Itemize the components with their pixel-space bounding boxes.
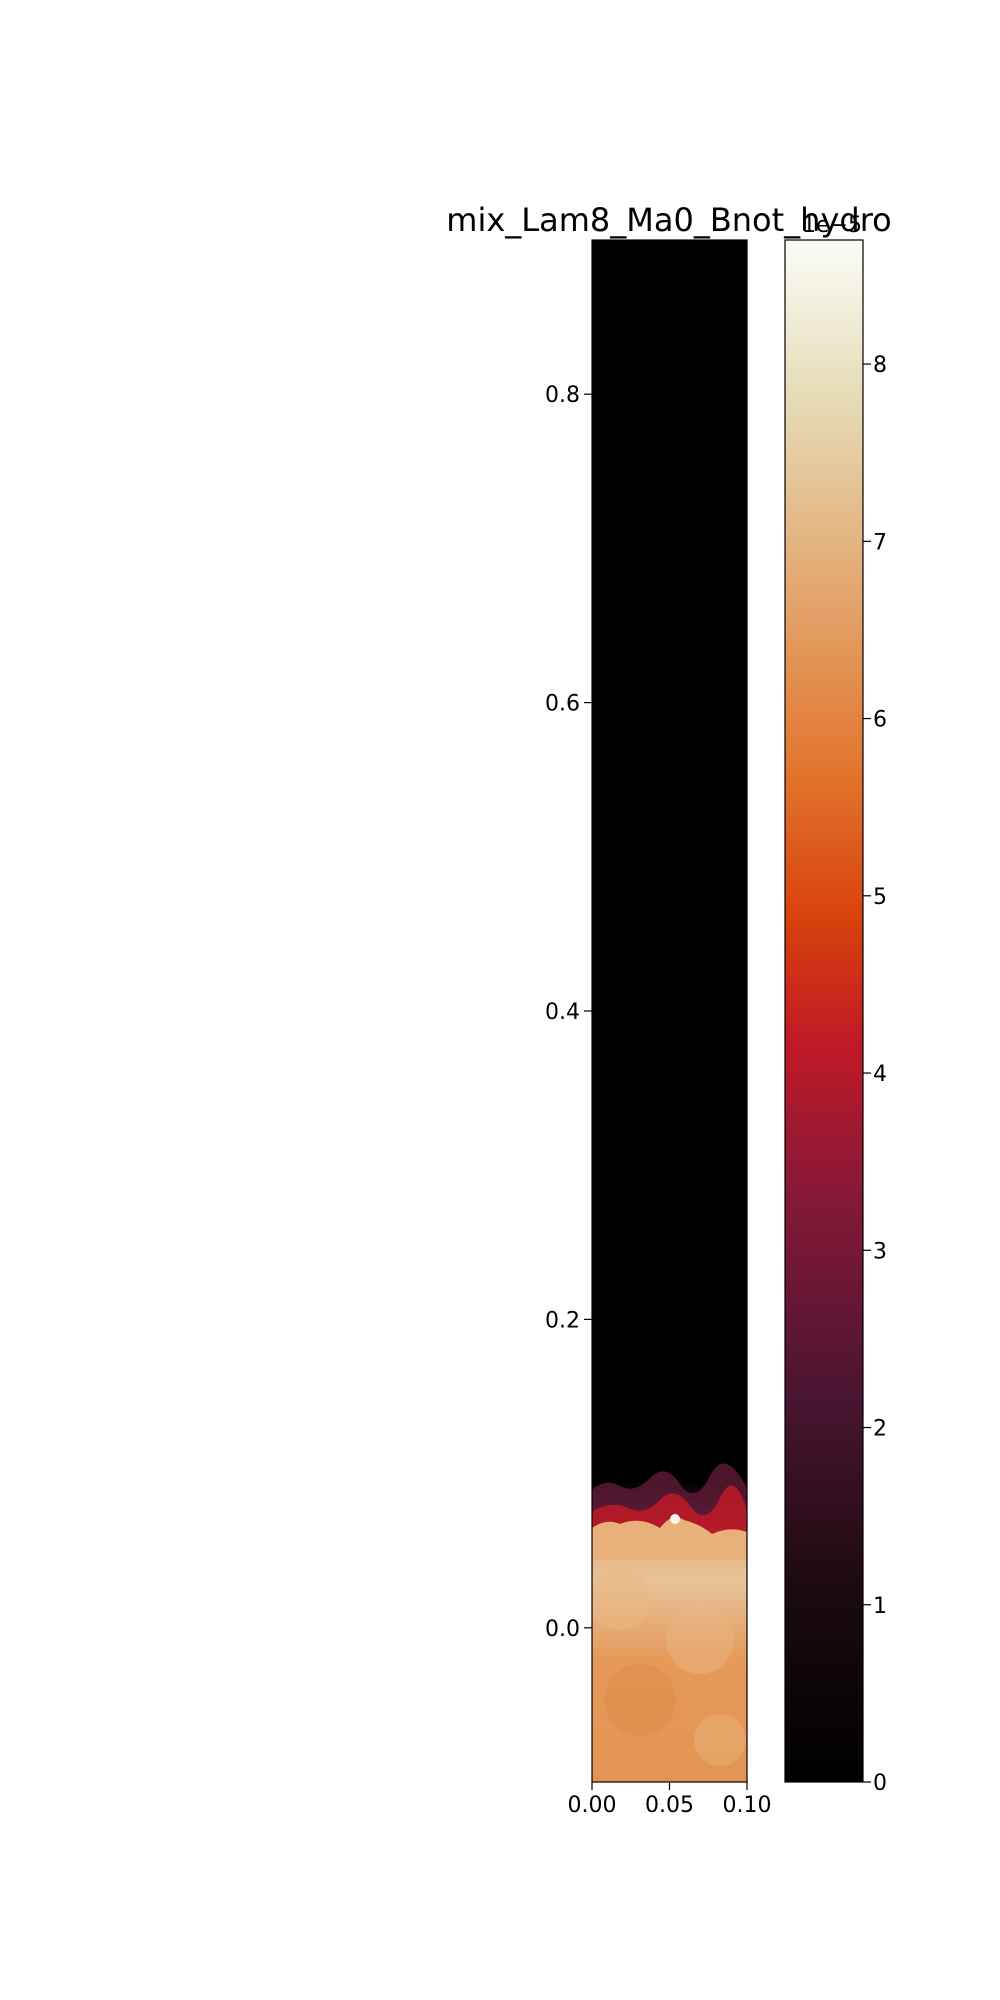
y-tick-label: 0.8 [545,383,580,408]
x-axis: 0.00 0.05 0.10 [568,1782,772,1818]
colorbar-tick-label: 8 [873,353,887,378]
y-tick-label: 0.6 [545,692,580,717]
colorbar-tick-label: 5 [873,885,887,910]
chart-title: mix_Lam8_Ma0_Bnot_hydro [446,201,891,239]
colorbar-gradient [784,239,864,1783]
y-tick-label: 0.0 [545,1617,580,1642]
colorbar: 1e−5 0 1 2 3 4 5 6 7 8 [784,213,887,1796]
y-tick-label: 0.4 [545,1000,580,1025]
colorbar-tick-label: 0 [873,1771,887,1796]
colorbar-tick-label: 2 [873,1417,887,1442]
colorbar-tick-label: 7 [873,530,887,555]
colorbar-tick-label: 4 [873,1062,887,1087]
mixing-layer-texture [592,1463,747,1766]
heatmap-axes: 0.00 0.05 0.10 0.0 0.2 0.4 0.6 0.8 [545,239,772,1818]
x-tick-label: 0.10 [723,1793,772,1818]
y-tick-label: 0.2 [545,1308,580,1333]
x-tick-label: 0.05 [645,1793,694,1818]
colorbar-tick-label: 3 [873,1239,887,1264]
colorbar-offset-text: 1e−5 [802,213,862,238]
colorbar-tick-label: 6 [873,708,887,733]
x-tick-label: 0.00 [568,1793,617,1818]
colorbar-ticks: 0 1 2 3 4 5 6 7 8 [863,353,887,1796]
y-axis: 0.0 0.2 0.4 0.6 0.8 [545,383,592,1642]
colorbar-tick-label: 1 [873,1594,887,1619]
